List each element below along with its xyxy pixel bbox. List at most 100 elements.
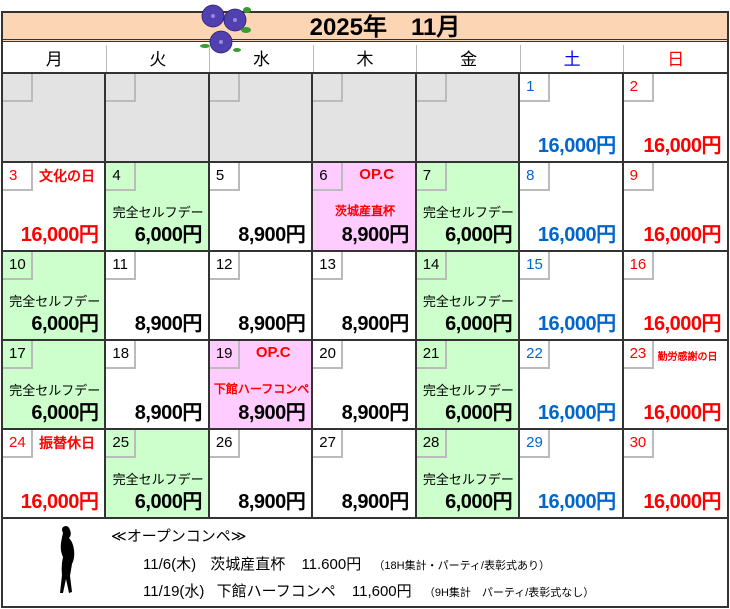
day-number <box>313 74 344 102</box>
day-cell-27[interactable]: 27 8,900円 <box>313 430 417 519</box>
event-price: 11.600円 <box>301 556 362 573</box>
event-label: 完全セルフデー <box>112 205 204 220</box>
day-number: 27 <box>313 430 344 458</box>
day-number: 28 <box>416 430 447 458</box>
calendar: 2025年 11月 月火水木金土日 1 16,000円 2 16,000円 3 文化の日 1… <box>1 4 729 608</box>
event-date: 11/6(木) <box>143 556 197 573</box>
day-cell-12[interactable]: 12 8,900円 <box>209 252 314 341</box>
day-cell-14[interactable]: 14 完全セルフデー 6,000円 <box>416 252 521 341</box>
day-number: 14 <box>416 252 447 280</box>
open-competition-tag: OP.C <box>255 344 291 361</box>
day-cell-15[interactable]: 15 16,000円 <box>520 252 624 341</box>
bellflower-icon <box>200 4 251 54</box>
day-number: 7 <box>416 163 447 191</box>
weekday-5: 土 <box>521 45 625 72</box>
day-cell-17[interactable]: 17 完全セルフデー 6,000円 <box>3 341 107 430</box>
day-cell-19[interactable]: 19 OP.C 下館ハーフコンペ 8,900円 <box>209 341 314 430</box>
day-number: 3 <box>3 163 33 191</box>
green-fee-price: 16,000円 <box>537 491 616 513</box>
day-cell-2[interactable]: 2 16,000円 <box>623 74 727 163</box>
green-fee-price: 6,000円 <box>445 402 513 424</box>
event-line-1: 11/6(木) 茨城産直杯 11.600円 （18H集計・パーティ/表彰式あり） <box>143 553 550 574</box>
green-fee-price: 16,000円 <box>20 491 99 513</box>
weekday-0: 月 <box>3 45 107 72</box>
event-name: 下館ハーフコンペ <box>216 583 336 600</box>
day-number: 26 <box>209 430 240 458</box>
weekday-2: 水 <box>210 45 314 72</box>
day-cell-3[interactable]: 3 文化の日 16,000円 <box>3 163 107 252</box>
green-fee-price: 6,000円 <box>445 313 513 335</box>
green-fee-price: 8,900円 <box>341 224 410 246</box>
day-cell-30[interactable]: 30 16,000円 <box>623 430 727 519</box>
day-cell-24[interactable]: 24 振替休日 16,000円 <box>3 430 107 519</box>
day-cell-20[interactable]: 20 8,900円 <box>313 341 417 430</box>
weekday-6: 日 <box>667 50 685 69</box>
day-number: 11 <box>106 252 137 280</box>
green-fee-price: 6,000円 <box>31 313 99 335</box>
day-cell-10[interactable]: 10 完全セルフデー 6,000円 <box>3 252 107 341</box>
empty-cell <box>209 74 314 163</box>
weekday-3: 木 <box>314 45 418 72</box>
day-cell-11[interactable]: 11 8,900円 <box>106 252 210 341</box>
footer-heading: ≪オープンコンペ≫ <box>111 528 247 545</box>
event-line-2: 11/19(水) 下館ハーフコンペ 11,600円 （9H集計 パーティ/表彰式… <box>143 580 594 601</box>
calendar-grid: 1 16,000円 2 16,000円 3 文化の日 16,000円 4 完全セルフデー 6,00… <box>3 74 727 519</box>
weekday-1: 火 <box>107 45 211 72</box>
day-cell-26[interactable]: 26 8,900円 <box>209 430 314 519</box>
day-number: 19 <box>209 341 240 369</box>
day-cell-8[interactable]: 8 16,000円 <box>520 163 624 252</box>
day-cell-7[interactable]: 7 完全セルフデー 6,000円 <box>416 163 521 252</box>
day-cell-23[interactable]: 23 勤労感謝の日 16,000円 <box>623 341 727 430</box>
day-number: 24 <box>3 430 33 458</box>
day-cell-1[interactable]: 1 16,000円 <box>520 74 624 163</box>
day-number: 5 <box>209 163 240 191</box>
empty-cell <box>416 74 521 163</box>
green-fee-price: 16,000円 <box>643 313 721 335</box>
day-cell-4[interactable]: 4 完全セルフデー 6,000円 <box>106 163 210 252</box>
day-number: 1 <box>520 74 551 102</box>
day-number: 15 <box>520 252 551 280</box>
day-cell-22[interactable]: 22 16,000円 <box>520 341 624 430</box>
open-competition-info: ≪オープンコンペ≫ 11/6(木) 茨城産直杯 11.600円 （18H集計・パ… <box>3 519 727 608</box>
day-number <box>106 74 137 102</box>
day-number: 17 <box>3 341 33 369</box>
day-number: 25 <box>106 430 137 458</box>
golfer-silhouette-icon <box>60 526 75 593</box>
day-number: 12 <box>209 252 240 280</box>
green-fee-price: 16,000円 <box>537 313 616 335</box>
day-cell-29[interactable]: 29 16,000円 <box>520 430 624 519</box>
event-label: 完全セルフデー <box>422 383 514 398</box>
day-number: 22 <box>520 341 551 369</box>
calendar-title: 2025年 11月 <box>3 13 727 42</box>
day-cell-5[interactable]: 5 8,900円 <box>209 163 314 252</box>
day-number: 18 <box>106 341 137 369</box>
green-fee-price: 6,000円 <box>134 224 203 246</box>
day-cell-9[interactable]: 9 16,000円 <box>623 163 727 252</box>
green-fee-price: 8,900円 <box>134 402 203 424</box>
day-number <box>3 74 33 102</box>
day-number: 4 <box>106 163 137 191</box>
day-cell-21[interactable]: 21 完全セルフデー 6,000円 <box>416 341 521 430</box>
day-number: 29 <box>520 430 551 458</box>
event-note: （9H集計 パーティ/表彰式なし） <box>423 587 595 599</box>
green-fee-price: 8,900円 <box>134 313 203 335</box>
empty-cell <box>106 74 210 163</box>
day-number: 21 <box>416 341 447 369</box>
event-label: 完全セルフデー <box>9 383 101 398</box>
day-number: 20 <box>313 341 344 369</box>
event-label: 茨城産直杯 <box>334 204 395 218</box>
day-cell-25[interactable]: 25 完全セルフデー 6,000円 <box>106 430 210 519</box>
green-fee-price: 16,000円 <box>20 224 99 246</box>
day-number: 2 <box>623 74 654 102</box>
day-cell-6[interactable]: 6 OP.C 茨城産直杯 8,900円 <box>313 163 417 252</box>
empty-cell <box>313 74 417 163</box>
day-cell-28[interactable]: 28 完全セルフデー 6,000円 <box>416 430 521 519</box>
day-cell-18[interactable]: 18 8,900円 <box>106 341 210 430</box>
green-fee-price: 8,900円 <box>238 313 306 335</box>
green-fee-price: 8,900円 <box>341 313 410 335</box>
day-cell-13[interactable]: 13 8,900円 <box>313 252 417 341</box>
weekday-header: 月火水木金土 日 <box>3 45 727 74</box>
day-cell-16[interactable]: 16 16,000円 <box>623 252 727 341</box>
green-fee-price: 16,000円 <box>537 135 616 157</box>
green-fee-price: 16,000円 <box>537 224 616 246</box>
